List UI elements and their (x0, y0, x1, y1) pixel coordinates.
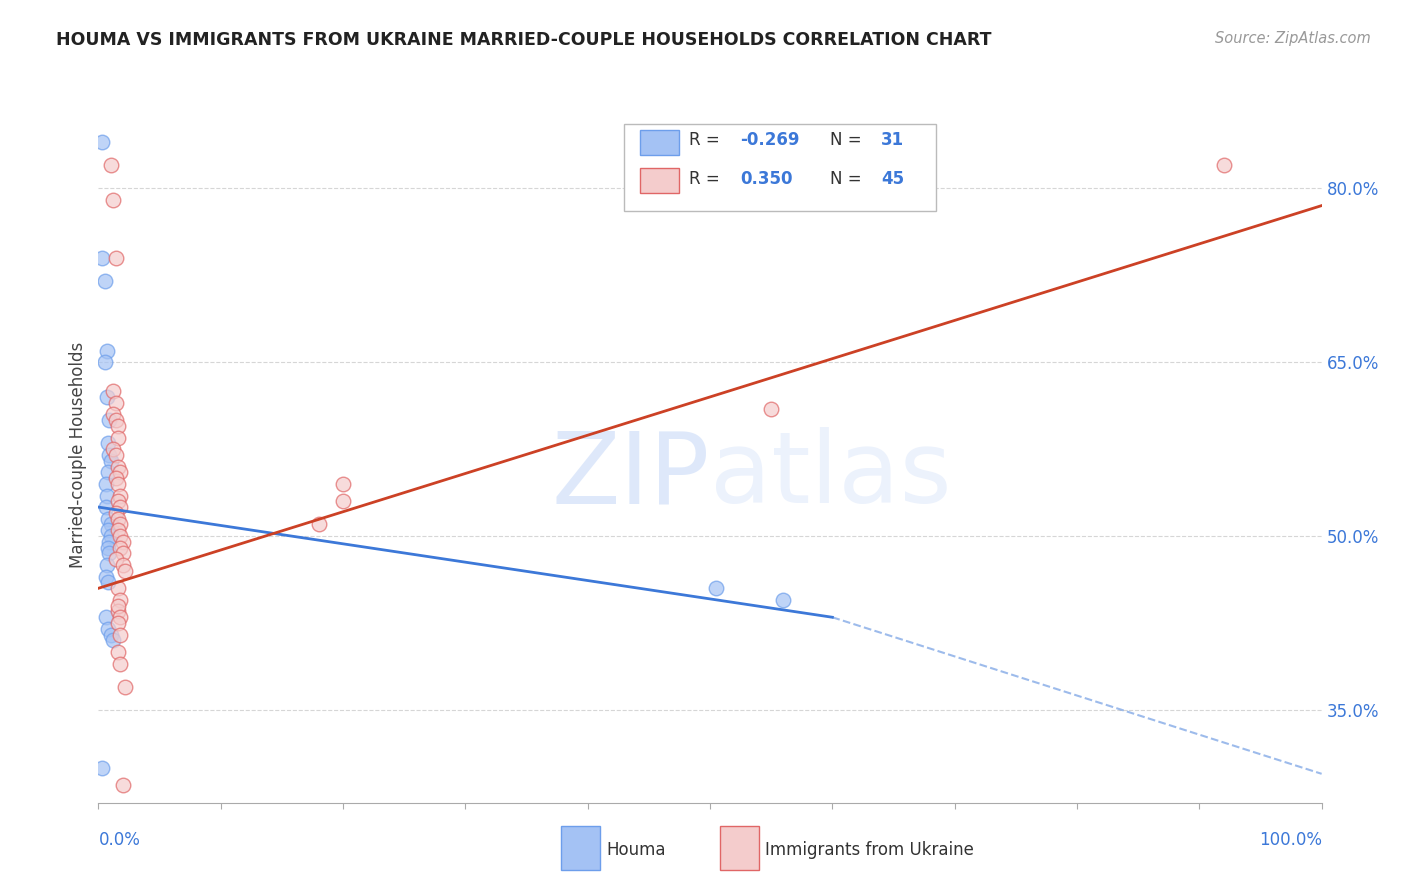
Text: Immigrants from Ukraine: Immigrants from Ukraine (765, 841, 974, 859)
Point (93, 274, 115, 288)
Point (93, 355, 115, 369)
Point (332, 476, 354, 491)
Text: 100.0%: 100.0% (1258, 831, 1322, 849)
Point (107, 599, 129, 613)
FancyBboxPatch shape (624, 124, 936, 211)
Point (761, 401, 783, 416)
Point (107, 476, 129, 491)
Point (107, 605, 129, 619)
Point (91, 135, 114, 149)
Point (114, 680, 136, 694)
Point (104, 471, 127, 485)
Point (110, 489, 132, 503)
Point (308, 517, 330, 532)
Point (104, 448, 127, 462)
Point (97, 575, 120, 590)
FancyBboxPatch shape (640, 168, 679, 194)
Text: R =: R = (689, 169, 725, 187)
Point (96, 343, 118, 358)
Point (107, 494, 129, 508)
Point (114, 564, 136, 578)
Point (772, 592, 794, 607)
Point (704, 582, 727, 596)
Point (98, 413, 121, 427)
Point (107, 582, 129, 596)
Point (110, 529, 132, 543)
Text: 0.0%: 0.0% (98, 831, 141, 849)
Point (101, 633, 124, 648)
Point (97, 523, 120, 537)
Text: R =: R = (689, 131, 725, 150)
Point (96, 558, 118, 573)
Text: atlas: atlas (710, 427, 952, 524)
Point (104, 251, 127, 265)
Text: N =: N = (830, 131, 866, 150)
Point (97, 622, 120, 636)
Point (107, 459, 129, 474)
Point (104, 506, 127, 520)
Point (110, 592, 132, 607)
Point (94, 570, 117, 584)
Point (91, 251, 114, 265)
Text: N =: N = (830, 169, 866, 187)
Text: 31: 31 (882, 131, 904, 150)
Point (100, 158, 122, 172)
Point (94, 610, 117, 624)
Point (111, 778, 134, 793)
Point (110, 517, 132, 532)
Point (104, 552, 127, 566)
Point (98, 546, 121, 561)
Point (107, 523, 129, 537)
Point (111, 546, 134, 561)
Text: -0.269: -0.269 (741, 131, 800, 150)
Text: HOUMA VS IMMIGRANTS FROM UKRAINE MARRIED-COUPLE HOUSEHOLDS CORRELATION CHART: HOUMA VS IMMIGRANTS FROM UKRAINE MARRIED… (56, 31, 991, 49)
Point (110, 610, 132, 624)
Y-axis label: Married-couple Households: Married-couple Households (69, 342, 87, 568)
Text: Source: ZipAtlas.com: Source: ZipAtlas.com (1215, 31, 1371, 46)
Point (98, 534, 121, 549)
Point (91, 761, 114, 775)
Point (104, 413, 127, 427)
Point (107, 511, 129, 525)
Point (107, 645, 129, 659)
Point (1212, 158, 1234, 172)
Point (110, 500, 132, 514)
Point (104, 395, 127, 409)
Point (101, 384, 124, 398)
Point (96, 489, 118, 503)
Text: ZIP: ZIP (551, 427, 710, 524)
Point (111, 558, 134, 573)
Text: Houma: Houma (606, 841, 665, 859)
Point (98, 448, 121, 462)
FancyBboxPatch shape (720, 826, 759, 871)
Point (96, 390, 118, 404)
Point (100, 628, 122, 642)
Point (100, 454, 122, 468)
Point (107, 431, 129, 445)
Point (101, 442, 124, 457)
Point (107, 418, 129, 433)
Point (111, 534, 134, 549)
Point (107, 615, 129, 630)
Point (110, 657, 132, 671)
Point (101, 193, 124, 207)
Point (94, 476, 117, 491)
Point (101, 407, 124, 421)
Point (332, 494, 354, 508)
Point (110, 541, 132, 555)
Point (97, 541, 120, 555)
Point (97, 466, 120, 480)
Point (100, 517, 122, 532)
FancyBboxPatch shape (561, 826, 600, 871)
Point (94, 500, 117, 514)
Text: 0.350: 0.350 (741, 169, 793, 187)
Point (110, 628, 132, 642)
Point (97, 511, 120, 525)
Point (100, 529, 122, 543)
Text: 45: 45 (882, 169, 904, 187)
FancyBboxPatch shape (640, 130, 679, 155)
Point (97, 436, 120, 450)
Point (110, 466, 132, 480)
